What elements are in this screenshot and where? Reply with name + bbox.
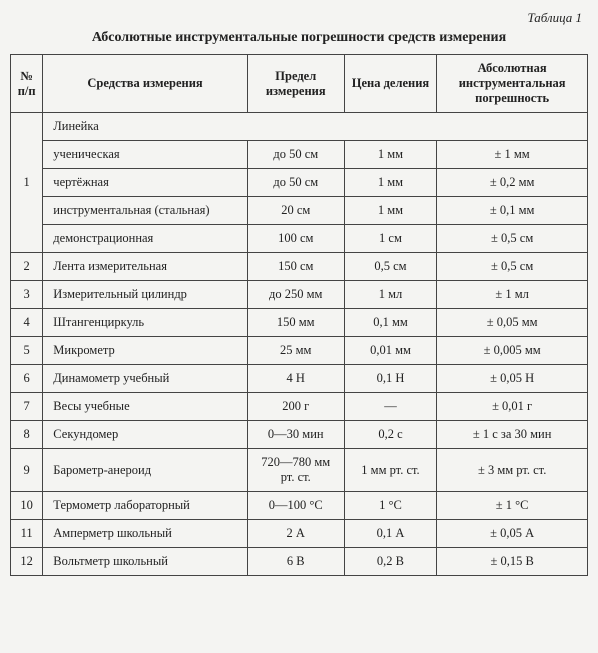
cell-div: 0,1 мм xyxy=(344,309,437,337)
table-row: 6 Динамометр учебный 4 Н 0,1 Н ± 0,05 Н xyxy=(11,365,588,393)
cell-name: Лента измерительная xyxy=(43,253,248,281)
cell-limit: до 250 мм xyxy=(247,281,344,309)
cell-name: ученическая xyxy=(43,141,248,169)
cell-limit: 0—30 мин xyxy=(247,421,344,449)
table-title: Абсолютные инструментальные погрешности … xyxy=(10,30,588,46)
cell-div: 1 мм xyxy=(344,197,437,225)
cell-name: демонстрационная xyxy=(43,225,248,253)
table-row: 5 Микрометр 25 мм 0,01 мм ± 0,005 мм xyxy=(11,337,588,365)
cell-div: 0,2 В xyxy=(344,548,437,576)
table-row: ученическая до 50 см 1 мм ± 1 мм xyxy=(11,141,588,169)
cell-num: 1 xyxy=(11,113,43,253)
cell-group-title: Линейка xyxy=(43,113,588,141)
cell-limit: 150 мм xyxy=(247,309,344,337)
table-row: 11 Амперметр школьный 2 А 0,1 А ± 0,05 А xyxy=(11,520,588,548)
cell-div: 1 мм рт. ст. xyxy=(344,449,437,492)
cell-num: 8 xyxy=(11,421,43,449)
cell-limit: 100 см xyxy=(247,225,344,253)
cell-err: ± 3 мм рт. ст. xyxy=(437,449,588,492)
cell-div: 0,01 мм xyxy=(344,337,437,365)
cell-limit: 4 Н xyxy=(247,365,344,393)
cell-limit: 25 мм xyxy=(247,337,344,365)
cell-div: 1 см xyxy=(344,225,437,253)
table-row: чертёжная до 50 см 1 мм ± 0,2 мм xyxy=(11,169,588,197)
cell-div: 1 мл xyxy=(344,281,437,309)
table-row: 3 Измерительный цилиндр до 250 мм 1 мл ±… xyxy=(11,281,588,309)
cell-limit: 20 см xyxy=(247,197,344,225)
cell-name: Микрометр xyxy=(43,337,248,365)
cell-name: Измерительный цилиндр xyxy=(43,281,248,309)
header-num: № п/п xyxy=(11,55,43,113)
cell-err: ± 0,01 г xyxy=(437,393,588,421)
cell-limit: 2 А xyxy=(247,520,344,548)
cell-limit: 0—100 °C xyxy=(247,492,344,520)
cell-div: 0,5 см xyxy=(344,253,437,281)
cell-div: 1 °C xyxy=(344,492,437,520)
cell-name: Секундомер xyxy=(43,421,248,449)
cell-err: ± 0,5 см xyxy=(437,225,588,253)
cell-err: ± 0,5 см xyxy=(437,253,588,281)
cell-limit: до 50 см xyxy=(247,169,344,197)
cell-div: 1 мм xyxy=(344,169,437,197)
cell-div: 0,1 Н xyxy=(344,365,437,393)
table-row: 8 Секундомер 0—30 мин 0,2 с ± 1 с за 30 … xyxy=(11,421,588,449)
cell-err: ± 0,1 мм xyxy=(437,197,588,225)
cell-num: 7 xyxy=(11,393,43,421)
cell-name: Барометр-анероид xyxy=(43,449,248,492)
instrument-error-table: № п/п Средства измерения Предел измерени… xyxy=(10,54,588,576)
table-row: 9 Барометр-анероид 720—780 мм рт. ст. 1 … xyxy=(11,449,588,492)
table-row: 4 Штангенциркуль 150 мм 0,1 мм ± 0,05 мм xyxy=(11,309,588,337)
table-row: 1 Линейка xyxy=(11,113,588,141)
cell-name: Амперметр школьный xyxy=(43,520,248,548)
cell-limit: 6 В xyxy=(247,548,344,576)
cell-div: 0,1 А xyxy=(344,520,437,548)
table-row: 12 Вольтметр школьный 6 В 0,2 В ± 0,15 В xyxy=(11,548,588,576)
cell-num: 10 xyxy=(11,492,43,520)
header-error: Абсолютная инструментальная погрешность xyxy=(437,55,588,113)
table-row: 2 Лента измерительная 150 см 0,5 см ± 0,… xyxy=(11,253,588,281)
cell-err: ± 1 мм xyxy=(437,141,588,169)
cell-name: чертёжная xyxy=(43,169,248,197)
cell-name: Весы учебные xyxy=(43,393,248,421)
table-header-row: № п/п Средства измерения Предел измерени… xyxy=(11,55,588,113)
cell-err: ± 0,15 В xyxy=(437,548,588,576)
cell-name: Динамометр учебный xyxy=(43,365,248,393)
table-row: 10 Термометр лабораторный 0—100 °C 1 °C … xyxy=(11,492,588,520)
cell-name: Термометр лабораторный xyxy=(43,492,248,520)
cell-name: инструментальная (стальная) xyxy=(43,197,248,225)
table-row: инструментальная (стальная) 20 см 1 мм ±… xyxy=(11,197,588,225)
cell-num: 4 xyxy=(11,309,43,337)
header-division: Цена деления xyxy=(344,55,437,113)
cell-name: Вольтметр школьный xyxy=(43,548,248,576)
cell-num: 3 xyxy=(11,281,43,309)
table-caption: Таблица 1 xyxy=(10,10,582,26)
cell-num: 5 xyxy=(11,337,43,365)
cell-err: ± 0,2 мм xyxy=(437,169,588,197)
cell-err: ± 0,05 Н xyxy=(437,365,588,393)
cell-limit: 200 г xyxy=(247,393,344,421)
cell-err: ± 1 °C xyxy=(437,492,588,520)
cell-err: ± 1 мл xyxy=(437,281,588,309)
cell-num: 11 xyxy=(11,520,43,548)
cell-div: 1 мм xyxy=(344,141,437,169)
cell-limit: 720—780 мм рт. ст. xyxy=(247,449,344,492)
cell-num: 12 xyxy=(11,548,43,576)
cell-err: ± 1 с за 30 мин xyxy=(437,421,588,449)
header-name: Средства измерения xyxy=(43,55,248,113)
cell-err: ± 0,005 мм xyxy=(437,337,588,365)
cell-err: ± 0,05 А xyxy=(437,520,588,548)
cell-err: ± 0,05 мм xyxy=(437,309,588,337)
cell-limit: 150 см xyxy=(247,253,344,281)
table-row: демонстрационная 100 см 1 см ± 0,5 см xyxy=(11,225,588,253)
cell-num: 2 xyxy=(11,253,43,281)
header-limit: Предел измерения xyxy=(247,55,344,113)
cell-div: 0,2 с xyxy=(344,421,437,449)
cell-num: 9 xyxy=(11,449,43,492)
cell-div: — xyxy=(344,393,437,421)
cell-name: Штангенциркуль xyxy=(43,309,248,337)
table-row: 7 Весы учебные 200 г — ± 0,01 г xyxy=(11,393,588,421)
cell-num: 6 xyxy=(11,365,43,393)
cell-limit: до 50 см xyxy=(247,141,344,169)
